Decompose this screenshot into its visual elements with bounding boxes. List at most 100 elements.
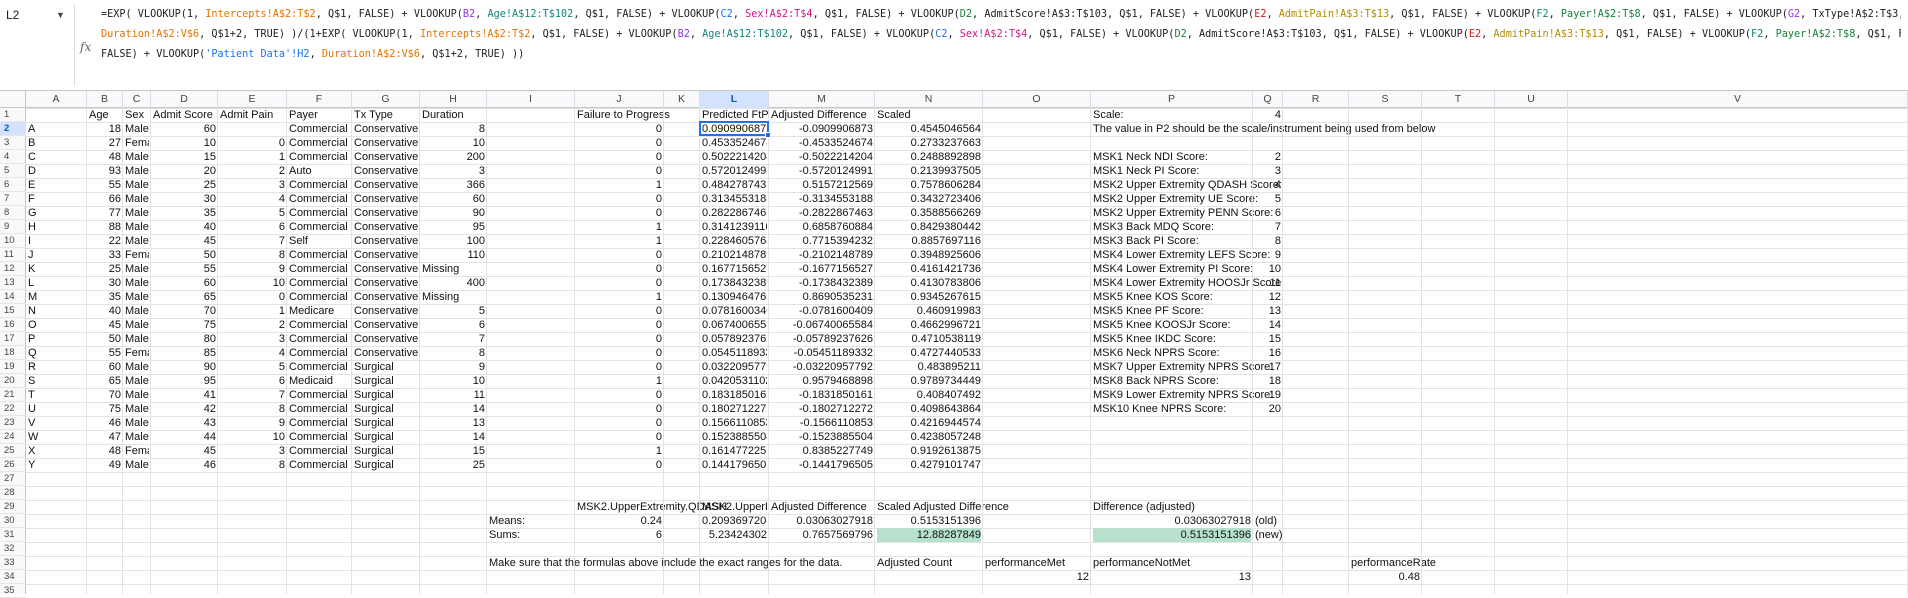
row-header[interactable]: 24 xyxy=(0,430,26,444)
data-cell[interactable]: 95 xyxy=(203,375,216,387)
row-header[interactable]: 3 xyxy=(0,136,26,150)
data-cell[interactable]: 100 xyxy=(466,235,485,247)
data-cell[interactable]: 0.8385227749 xyxy=(802,445,873,457)
data-cell[interactable]: Surgical xyxy=(354,459,394,471)
data-cell[interactable]: 18 xyxy=(108,123,121,135)
data-cell[interactable]: 0 xyxy=(655,347,662,359)
summary-value[interactable]: 0.03063027918 xyxy=(796,515,873,527)
row-header[interactable]: 22 xyxy=(0,402,26,416)
column-header-e[interactable]: E xyxy=(218,91,287,108)
scale-value[interactable]: 19 xyxy=(1268,389,1281,401)
data-cell[interactable]: Commercial xyxy=(289,221,348,233)
data-cell[interactable]: 3 xyxy=(478,165,485,177)
data-cell[interactable]: 0.1614772251 xyxy=(702,445,767,457)
data-cell[interactable]: 90 xyxy=(472,207,485,219)
scale-label[interactable]: MSK8 Back NPRS Score: xyxy=(1093,375,1219,387)
data-cell[interactable]: 0 xyxy=(655,165,662,177)
data-cell[interactable]: 0.0545118933; xyxy=(702,347,767,359)
row-header[interactable]: 16 xyxy=(0,318,26,332)
data-cell[interactable]: Male xyxy=(125,403,149,415)
scale-label[interactable]: MSK2 Upper Extremity QDASH Score: xyxy=(1093,179,1282,191)
data-cell[interactable]: 4 xyxy=(278,347,285,359)
data-cell[interactable]: 0.1441796505 xyxy=(702,459,767,471)
data-cell[interactable]: 9 xyxy=(278,263,285,275)
data-cell[interactable]: 0 xyxy=(655,333,662,345)
row-header[interactable]: 20 xyxy=(0,374,26,388)
data-cell[interactable]: 1 xyxy=(655,235,662,247)
summary-value[interactable]: 0.24 xyxy=(640,515,662,527)
data-cell[interactable]: Surgical xyxy=(354,403,394,415)
data-cell[interactable]: 8 xyxy=(278,403,285,415)
column-title-cell[interactable]: Tx Type xyxy=(354,109,393,121)
column-header-k[interactable]: K xyxy=(664,91,700,108)
data-cell[interactable]: Conservative xyxy=(354,249,418,261)
data-cell[interactable]: W xyxy=(28,431,39,443)
data-cell[interactable]: Male xyxy=(125,333,149,345)
instruction-note[interactable]: The value in P2 should be the scale/inst… xyxy=(1093,122,1435,136)
data-cell[interactable]: Commercial xyxy=(289,445,348,457)
row-header[interactable]: 32 xyxy=(0,542,26,556)
summary-value[interactable]: 6 xyxy=(655,529,662,541)
scale-label[interactable]: MSK5 Knee KOOSJr Score: xyxy=(1093,319,1231,331)
data-cell[interactable]: Commercial xyxy=(289,389,348,401)
data-cell[interactable]: R xyxy=(28,361,36,373)
data-cell[interactable]: Commercial xyxy=(289,207,348,219)
data-cell[interactable]: 8 xyxy=(478,347,485,359)
row-header[interactable]: 27 xyxy=(0,472,26,486)
data-cell[interactable]: 8 xyxy=(278,249,285,261)
scale-value[interactable]: 7 xyxy=(1274,221,1281,233)
data-cell[interactable]: 55 xyxy=(203,263,216,275)
data-cell[interactable]: 88 xyxy=(108,221,121,233)
row-header[interactable]: 14 xyxy=(0,290,26,304)
summary-label[interactable]: performanceMet xyxy=(985,557,1066,569)
data-cell[interactable]: 0.4279101747 xyxy=(910,459,981,471)
data-cell[interactable]: Commercial xyxy=(289,319,348,331)
column-header-o[interactable]: O xyxy=(983,91,1091,108)
data-cell[interactable]: 60 xyxy=(203,123,216,135)
summary-value[interactable]: 12.88287849 xyxy=(877,528,981,542)
summary-title[interactable]: MSK2.UpperEx xyxy=(702,501,767,513)
data-cell[interactable]: Conservative xyxy=(354,235,418,247)
data-cell[interactable]: Commercial xyxy=(289,333,348,345)
data-cell[interactable]: Male xyxy=(125,179,149,191)
data-cell[interactable]: Commercial xyxy=(289,347,348,359)
data-cell[interactable]: 0 xyxy=(655,459,662,471)
data-cell[interactable]: 0.0781600340! xyxy=(702,305,767,317)
data-cell[interactable]: M xyxy=(28,291,38,303)
data-cell[interactable]: Surgical xyxy=(354,445,394,457)
column-title-cell[interactable]: Payer xyxy=(289,109,318,121)
row-header[interactable]: 13 xyxy=(0,276,26,290)
data-cell[interactable]: 30 xyxy=(203,193,216,205)
data-cell[interactable]: 0.4710538119 xyxy=(911,333,981,345)
row-header[interactable]: 34 xyxy=(0,570,26,584)
data-cell[interactable]: 6 xyxy=(278,221,285,233)
row-header[interactable]: 12 xyxy=(0,262,26,276)
data-cell[interactable]: 0 xyxy=(655,207,662,219)
column-title-cell[interactable]: Scaled xyxy=(877,109,911,121)
data-cell[interactable]: 8 xyxy=(478,123,485,135)
column-header-b[interactable]: B xyxy=(87,91,123,108)
data-cell[interactable]: P xyxy=(28,333,36,345)
scale-label[interactable]: MSK4 Lower Extremity HOOSJr Score xyxy=(1093,277,1282,289)
data-cell[interactable]: Commercial xyxy=(289,249,348,261)
scale-label[interactable]: MSK5 Knee KOS Score: xyxy=(1093,291,1213,303)
data-cell[interactable]: 15 xyxy=(472,445,485,457)
data-cell[interactable]: Conservative xyxy=(354,277,418,289)
scale-value[interactable]: 12 xyxy=(1268,291,1281,303)
column-header-q[interactable]: Q xyxy=(1253,91,1283,108)
data-cell[interactable]: D xyxy=(28,165,36,177)
summary-value[interactable]: 0.2093697208 xyxy=(702,515,767,527)
data-cell[interactable]: 0.3588566269 xyxy=(910,207,981,219)
data-cell[interactable]: Male xyxy=(125,263,149,275)
scale-label[interactable]: MSK1 Neck NDI Score: xyxy=(1093,151,1208,163)
column-header-u[interactable]: U xyxy=(1495,91,1568,108)
data-cell[interactable]: Conservative xyxy=(354,305,418,317)
data-cell[interactable]: 9 xyxy=(478,361,485,373)
data-cell[interactable]: 0.9345267615 xyxy=(910,291,981,303)
data-cell[interactable]: Missing xyxy=(422,291,460,303)
data-cell[interactable]: 25 xyxy=(203,179,216,191)
row-header[interactable]: 21 xyxy=(0,388,26,402)
data-cell[interactable]: 0 xyxy=(655,263,662,275)
data-cell[interactable]: -0.06740065584 xyxy=(792,319,873,331)
data-cell[interactable]: 22 xyxy=(108,235,121,247)
